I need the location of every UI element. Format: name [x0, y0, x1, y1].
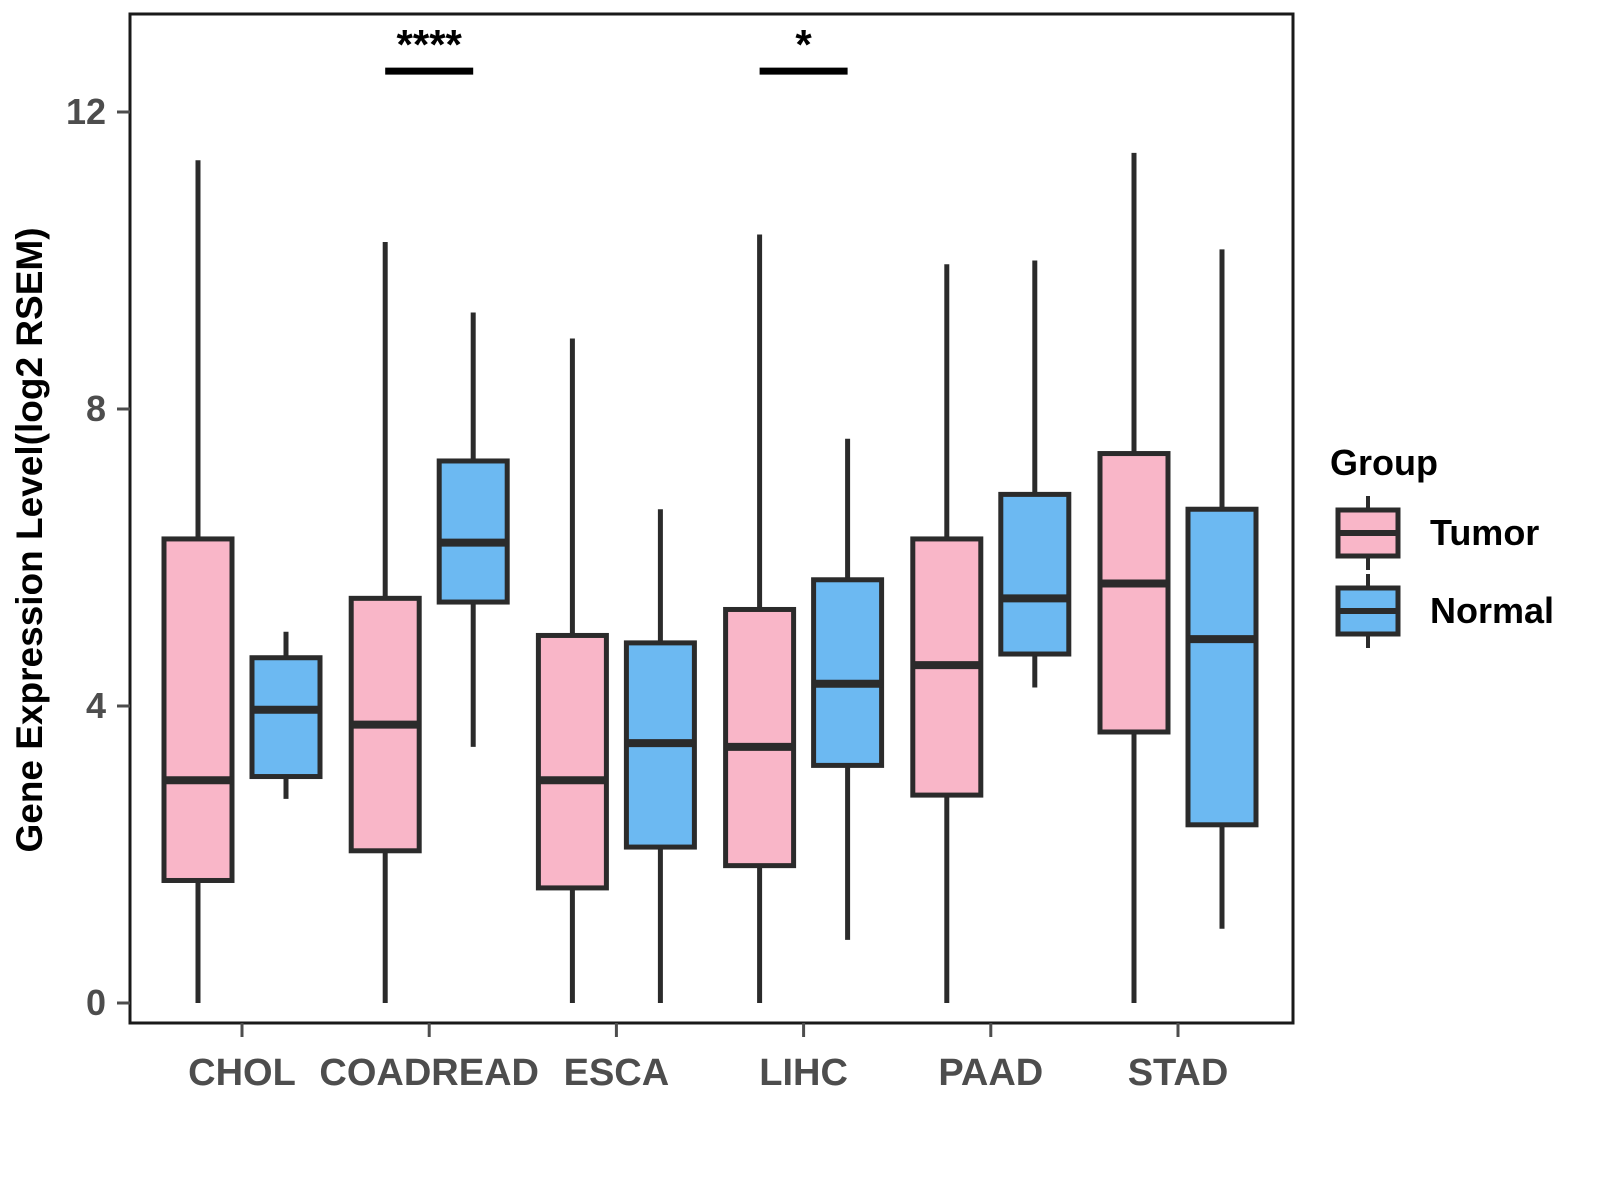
box-tumor-chol — [161, 160, 235, 1003]
x-tick-label-paad: PAAD — [938, 1052, 1043, 1094]
box-normal-paad — [998, 260, 1072, 688]
y-axis-title: Gene Expression Level(log2 RSEM) — [9, 227, 50, 852]
x-tick-label-lihc: LIHC — [759, 1052, 848, 1094]
x-tick-label-esca: ESCA — [564, 1052, 670, 1094]
box-rect — [1185, 506, 1259, 828]
legend-title: Group — [1330, 442, 1438, 483]
legend-item-normal[interactable]: Normal — [1335, 574, 1554, 648]
x-tick-label-chol: CHOL — [188, 1052, 296, 1094]
x-axis-ticks: CHOL COADREAD ESCA LIHC PAAD STAD — [188, 1023, 1228, 1094]
legend-label: Tumor — [1430, 512, 1539, 553]
box-rect — [1097, 451, 1171, 735]
y-axis-ticks: 0 4 8 12 — [66, 91, 130, 1023]
x-tick-label-stad: STAD — [1128, 1052, 1229, 1094]
significance-label: * — [795, 21, 812, 68]
significance-bracket-coadread: **** — [385, 21, 474, 75]
significance-bracket-lihc: * — [759, 21, 848, 75]
box-rect — [249, 655, 323, 780]
y-tick-label: 0 — [86, 982, 106, 1023]
y-tick-label: 12 — [66, 91, 106, 132]
legend-entries: Tumor Normal — [1335, 496, 1554, 648]
boxplot-boxes — [161, 152, 1259, 1003]
box-tumor-lihc — [723, 234, 797, 1003]
box-tumor-stad — [1097, 152, 1171, 1003]
box-rect — [811, 577, 885, 768]
y-tick-label: 8 — [86, 388, 106, 429]
box-rect — [436, 458, 510, 605]
legend-item-tumor[interactable]: Tumor — [1335, 496, 1539, 570]
box-normal-lihc — [811, 438, 885, 940]
box-normal-coadread — [436, 312, 510, 747]
box-tumor-paad — [910, 264, 984, 1003]
box-rect — [161, 536, 235, 883]
box-tumor-esca — [535, 338, 609, 1003]
box-normal-esca — [623, 509, 697, 1003]
significance-label: **** — [397, 21, 463, 68]
box-normal-chol — [249, 631, 323, 799]
box-tumor-coadread — [348, 241, 422, 1003]
x-tick-label-coadread: COADREAD — [319, 1052, 539, 1094]
box-rect — [998, 491, 1072, 657]
box-rect — [535, 632, 609, 891]
legend-label: Normal — [1430, 590, 1554, 631]
significance-annotations: **** * — [385, 21, 848, 75]
box-rect — [723, 606, 797, 869]
legend: Group Tumor Normal — [1330, 442, 1554, 648]
box-normal-stad — [1185, 249, 1259, 929]
y-tick-label: 4 — [86, 685, 106, 726]
